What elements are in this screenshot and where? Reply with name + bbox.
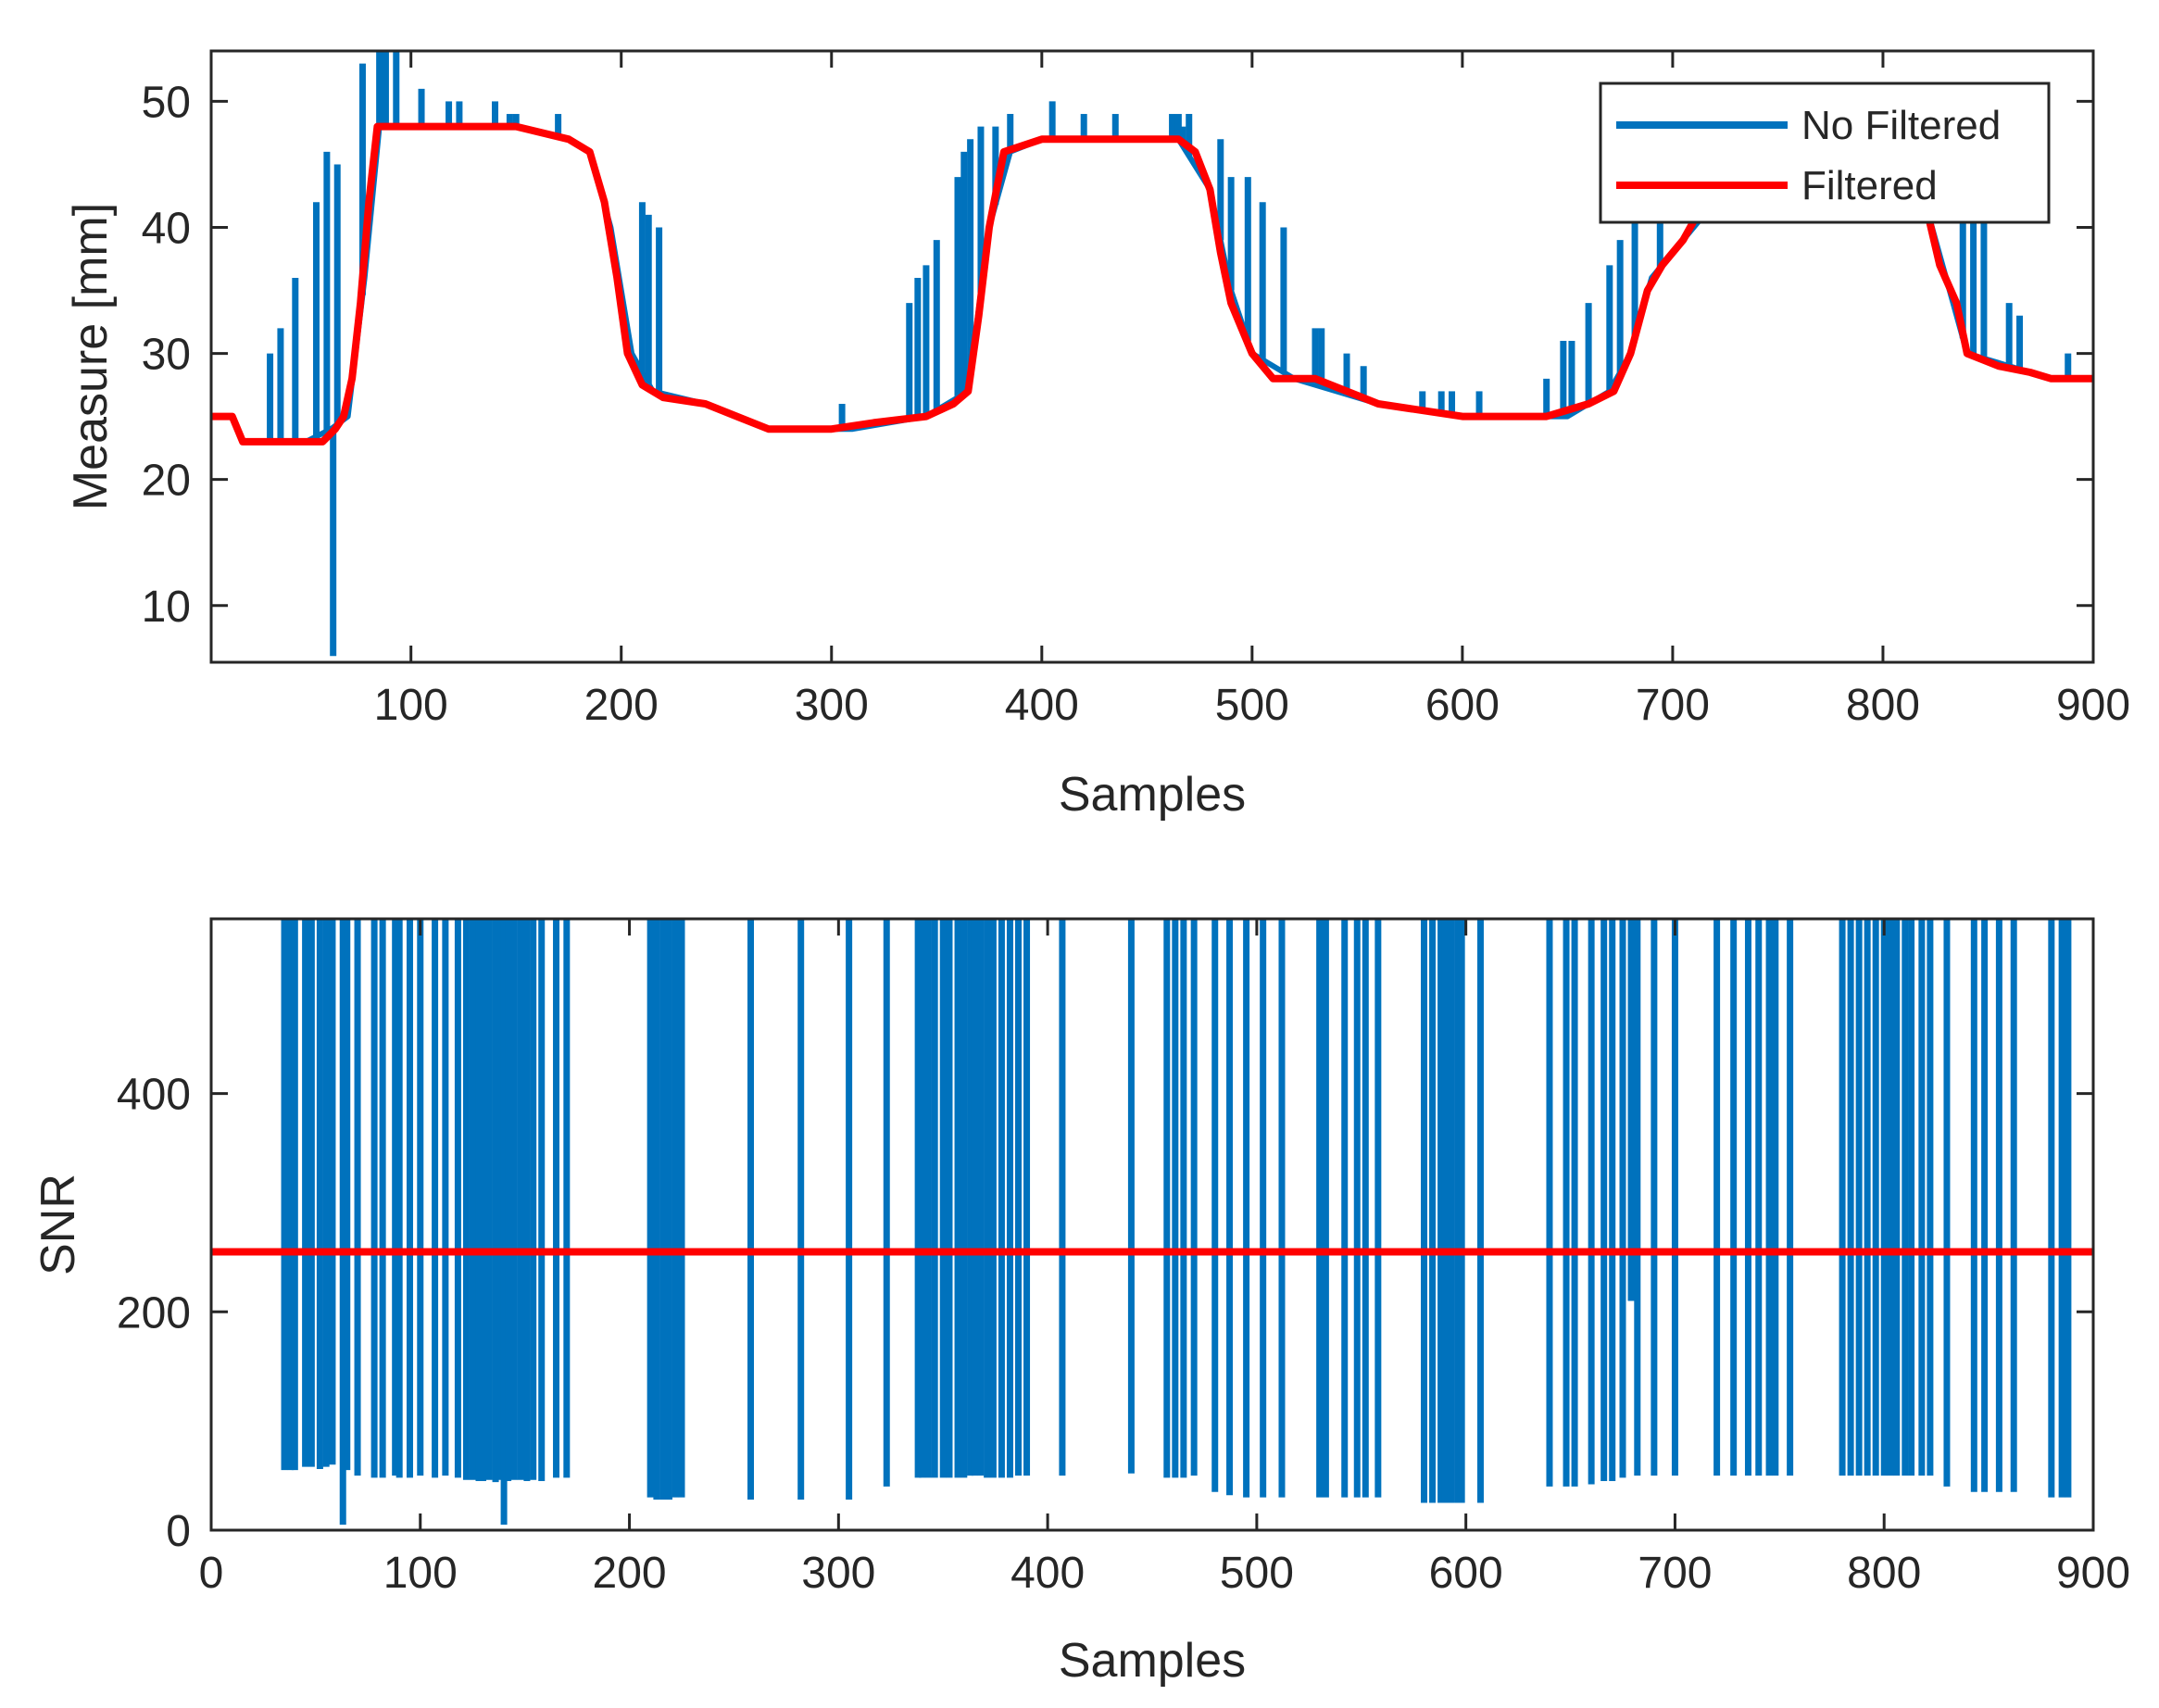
- bottom-x-ticks: 0 100 200 300 400 500 600 700 800 900: [199, 919, 2130, 1598]
- top-y-tick-label: 40: [142, 205, 191, 254]
- legend-no-filtered-label: No Filtered: [1801, 103, 2001, 148]
- bottom-x-tick-label: 800: [1847, 1549, 1921, 1598]
- top-y-axis-title: Measure [mm]: [64, 203, 118, 510]
- top-y-tick-label: 10: [142, 583, 191, 632]
- top-x-tick-label: 600: [1425, 681, 1500, 730]
- top-x-tick-label: 400: [1005, 681, 1079, 730]
- bottom-y-axis-title: SNR: [31, 1174, 85, 1275]
- top-y-tick-label: 50: [142, 78, 191, 127]
- bottom-x-axis-title: Samples: [1059, 1634, 1246, 1688]
- top-filtered-series: [211, 122, 2093, 446]
- bottom-x-tick-label: 700: [1638, 1549, 1712, 1598]
- bottom-x-tick-label: 200: [593, 1549, 667, 1598]
- top-x-tick-label: 800: [1846, 681, 1920, 730]
- top-y-tick-label: 30: [142, 331, 191, 380]
- bottom-x-tick-label: 400: [1010, 1549, 1085, 1598]
- bottom-y-tick-label: 0: [166, 1507, 191, 1556]
- top-x-ticks: 100 200 300 400 500 600 700 800 900: [374, 51, 2130, 730]
- legend-filtered-label: Filtered: [1801, 163, 1938, 208]
- top-filtered-line: [211, 122, 2093, 446]
- top-x-tick-label: 100: [374, 681, 448, 730]
- top-y-ticks: 10 20 30 40 50: [142, 78, 2093, 632]
- bottom-x-tick-label: 600: [1429, 1549, 1503, 1598]
- bottom-x-tick-label: 300: [801, 1549, 875, 1598]
- bottom-y-tick-label: 400: [117, 1071, 191, 1120]
- bottom-x-tick-label: 900: [2056, 1549, 2130, 1598]
- top-axes-box: [209, 49, 2095, 664]
- top-x-tick-label: 500: [1215, 681, 1289, 730]
- top-chart: 100 200 300 400 500 600 700 800 900 10 20 30 40 50 S…: [64, 49, 2130, 822]
- top-x-tick-label: 700: [1636, 681, 1710, 730]
- bottom-x-tick-label: 0: [199, 1549, 224, 1598]
- top-x-tick-label: 300: [795, 681, 869, 730]
- legend-box: [1599, 82, 2051, 224]
- bottom-y-ticks: 0 200 400: [117, 1071, 2093, 1556]
- bottom-x-tick-label: 100: [383, 1549, 458, 1598]
- top-x-tick-label: 900: [2056, 681, 2130, 730]
- top-x-tick-label: 200: [584, 681, 659, 730]
- top-x-axis-title: Samples: [1059, 768, 1246, 822]
- top-y-tick-label: 20: [142, 457, 191, 506]
- bottom-snr-series: [281, 919, 2072, 1526]
- bottom-x-tick-label: 500: [1220, 1549, 1294, 1598]
- bottom-y-tick-label: 200: [117, 1288, 191, 1338]
- legend: No Filtered Filtered: [1599, 82, 2051, 224]
- bottom-chart: 0 100 200 300 400 500 600 700 800 900 0 200 400 Sam…: [31, 917, 2130, 1688]
- bottom-axes-box: [209, 917, 2095, 1532]
